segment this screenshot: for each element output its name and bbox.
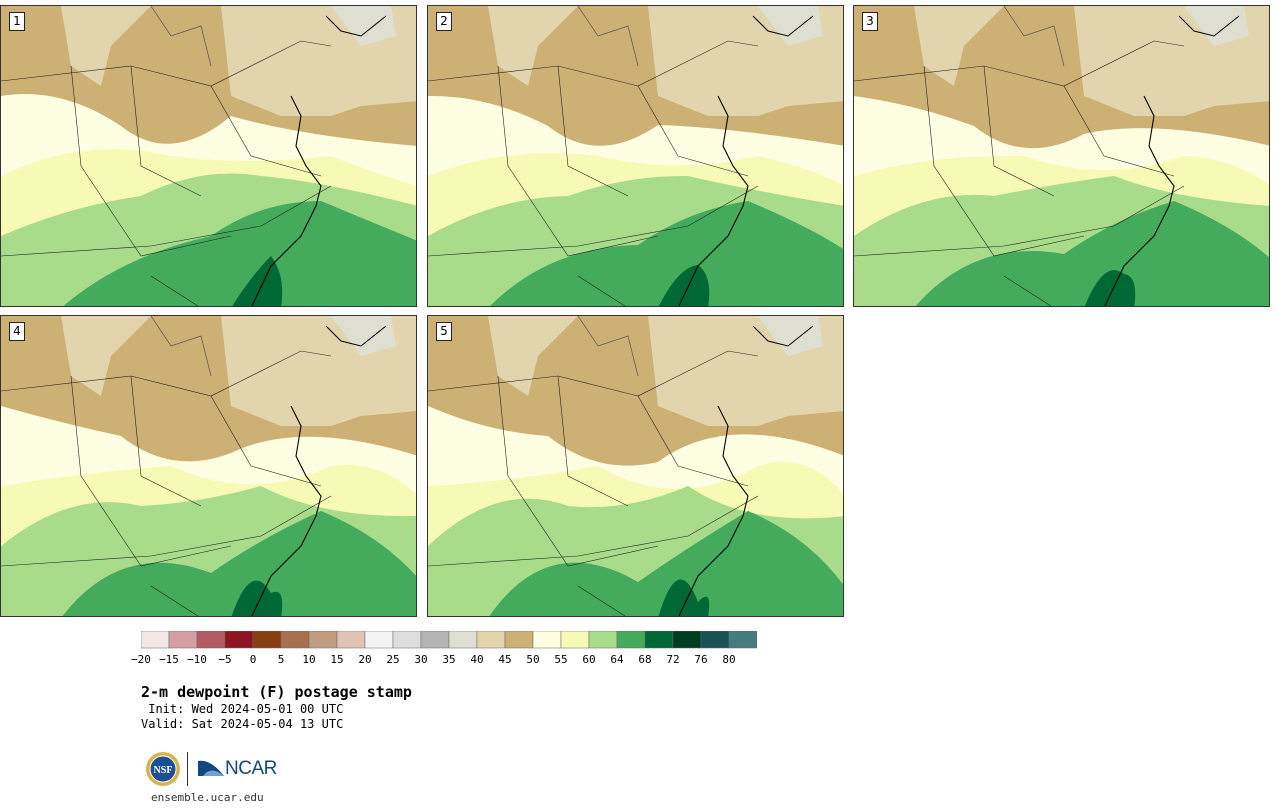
colorbar-swatch xyxy=(392,631,422,649)
colorbar-swatch xyxy=(420,631,450,649)
colorbar-swatch xyxy=(560,631,590,649)
svg-text:NSF: NSF xyxy=(154,765,173,776)
colorbar-swatch xyxy=(252,631,282,649)
colorbar-swatch xyxy=(616,631,646,649)
member-label: 5 xyxy=(436,322,452,341)
postage-stamp-panel: 2 xyxy=(427,5,844,307)
colorbar-swatch xyxy=(448,631,478,649)
postage-stamp-panel: 1 xyxy=(0,5,417,307)
colorbar-tick-label: 10 xyxy=(302,653,316,666)
colorbar-tick-label: −10 xyxy=(187,653,207,666)
dewpoint-map xyxy=(428,6,843,306)
colorbar-swatch xyxy=(141,631,170,649)
colorbar-swatch xyxy=(728,631,757,649)
dewpoint-colorbar xyxy=(141,631,757,649)
colorbar-tick-label: 80 xyxy=(722,653,736,666)
member-label: 1 xyxy=(9,12,25,31)
colorbar-tick-label: 25 xyxy=(386,653,400,666)
site-url: ensemble.ucar.edu xyxy=(151,791,264,804)
figure-title: 2-m dewpoint (F) postage stamp xyxy=(141,683,412,701)
colorbar-tick-label: 30 xyxy=(414,653,428,666)
colorbar-swatch xyxy=(308,631,338,649)
colorbar-tick-label: 64 xyxy=(610,653,624,666)
ncar-logo-icon xyxy=(198,760,224,776)
colorbar-tick-label: 50 xyxy=(526,653,540,666)
colorbar-swatch xyxy=(700,631,730,649)
colorbar-swatch xyxy=(168,631,198,649)
colorbar-swatch xyxy=(336,631,366,649)
ncar-logo-text: NCAR xyxy=(225,758,277,779)
colorbar-tick-label: 55 xyxy=(554,653,568,666)
colorbar-tick-label: 15 xyxy=(330,653,344,666)
member-label: 2 xyxy=(436,12,452,31)
colorbar-swatch xyxy=(364,631,394,649)
init-time: Init: Wed 2024-05-01 00 UTC xyxy=(141,702,344,716)
dewpoint-map xyxy=(1,6,416,306)
postage-stamp-panel: 4 xyxy=(0,315,417,617)
colorbar-tick-label: −5 xyxy=(218,653,232,666)
colorbar-swatch xyxy=(280,631,310,649)
colorbar-swatch xyxy=(588,631,618,649)
colorbar-tick-label: 60 xyxy=(582,653,596,666)
colorbar-tick-label: 45 xyxy=(498,653,512,666)
colorbar-tick-label: 5 xyxy=(277,653,285,666)
colorbar-tick-label: 68 xyxy=(638,653,652,666)
colorbar-tick-label: 0 xyxy=(249,653,257,666)
colorbar-swatch xyxy=(476,631,506,649)
colorbar-swatch xyxy=(224,631,254,649)
valid-time: Valid: Sat 2024-05-04 13 UTC xyxy=(141,717,344,731)
colorbar-swatch xyxy=(532,631,562,649)
colorbar-swatch xyxy=(644,631,674,649)
colorbar-tick-label: 20 xyxy=(358,653,372,666)
dewpoint-map xyxy=(1,316,416,616)
dewpoint-map xyxy=(854,6,1269,306)
colorbar-tick-label: 72 xyxy=(666,653,680,666)
colorbar-swatch xyxy=(672,631,702,649)
colorbar-tick-label: −20 xyxy=(131,653,151,666)
colorbar-tick-label: 40 xyxy=(470,653,484,666)
colorbar-tick-label: 35 xyxy=(442,653,456,666)
logo-divider xyxy=(187,752,188,786)
member-label: 4 xyxy=(9,322,25,341)
member-label: 3 xyxy=(862,12,878,31)
postage-stamp-panel: 3 xyxy=(853,5,1270,307)
postage-stamp-panel: 5 xyxy=(427,315,844,617)
colorbar-swatch xyxy=(196,631,226,649)
dewpoint-map xyxy=(428,316,843,616)
colorbar-swatch xyxy=(504,631,534,649)
colorbar-tick-label: −15 xyxy=(159,653,179,666)
nsf-logo-icon: NSF xyxy=(146,752,180,786)
colorbar-tick-label: 76 xyxy=(694,653,708,666)
